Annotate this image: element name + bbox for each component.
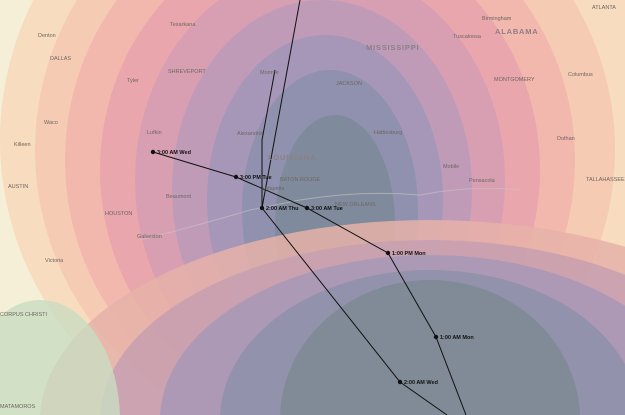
city-label: Alexandria	[237, 131, 264, 137]
city-label: Galveston	[137, 234, 162, 240]
track-point	[304, 205, 310, 211]
city-label: CORPUS CHRISTI	[0, 312, 48, 318]
city-label: Lufkin	[147, 130, 162, 136]
city-label: SHREVEPORT	[168, 69, 206, 75]
coastline	[139, 187, 521, 241]
track-point	[397, 379, 403, 385]
state-label: ALABAMA	[495, 27, 539, 36]
city-label: Tuscaloosa	[453, 34, 482, 40]
track-point-label: 2:00 AM Thu	[266, 206, 299, 212]
track-point-label: 1:00 AM Mon	[440, 335, 474, 341]
city-label: NEW ORLEANS	[335, 202, 376, 208]
state-label: MISSISSIPPI	[366, 43, 419, 52]
city-label: Victoria	[45, 258, 64, 264]
city-label: Dothan	[557, 136, 575, 142]
city-label: Columbus	[568, 72, 593, 78]
track-point	[259, 205, 265, 211]
city-label: Monroe	[260, 70, 279, 76]
track-point	[150, 149, 156, 155]
city-label: Birmingham	[482, 16, 512, 22]
city-label: Mobile	[443, 164, 459, 170]
city-label: Denton	[38, 33, 56, 39]
track-point	[233, 174, 239, 180]
city-label: Tyler	[127, 78, 139, 84]
city-label: Texarkana	[170, 22, 196, 28]
city-label: AUSTIN	[8, 184, 28, 190]
city-label: JACKSON	[336, 81, 362, 87]
city-label: Hattiesburg	[374, 130, 402, 136]
track-point-label: 3:00 PM Tue	[240, 175, 272, 181]
city-label: Lafayette	[262, 186, 285, 192]
track-point	[385, 250, 391, 256]
city-label: HOUSTON	[105, 211, 132, 217]
city-label: Waco	[44, 120, 58, 126]
city-label: BATON ROUGE	[280, 177, 320, 183]
track-point	[433, 334, 439, 340]
city-label: MATAMOROS	[0, 404, 36, 410]
city-label: Killeen	[14, 142, 31, 148]
tracks	[152, 0, 467, 415]
state-label: LOUISIANA	[268, 153, 316, 162]
city-label: TALLAHASSEE	[586, 177, 625, 183]
city-label: DALLAS	[50, 56, 71, 62]
track-point-label: 3:00 AM Tue	[311, 206, 343, 212]
track-point-label: 2:00 AM Wed	[404, 380, 438, 386]
city-label: ATLANTA	[592, 5, 616, 11]
track-point-label: 1:00 PM Mon	[392, 251, 426, 257]
city-label: MONTGOMERY	[494, 77, 535, 83]
city-label: Pensacola	[469, 178, 496, 184]
track-point-label: 3:00 AM Wed	[157, 150, 191, 156]
city-label: Beaumont	[166, 194, 192, 200]
